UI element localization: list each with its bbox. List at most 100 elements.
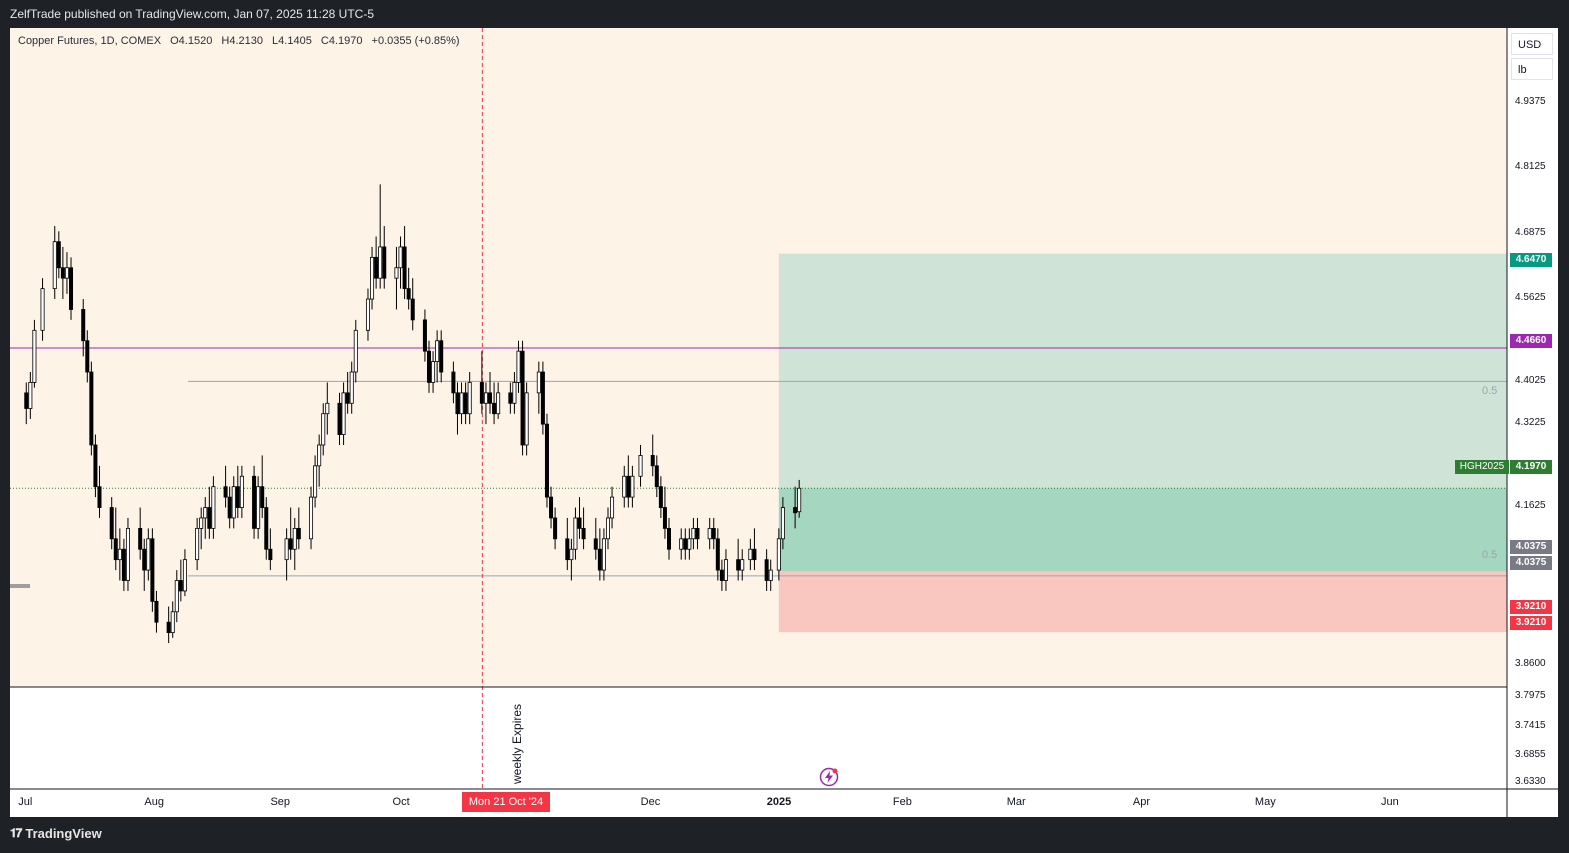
price-tick: 4.1625 — [1515, 500, 1546, 512]
candle-body-up — [365, 298, 370, 331]
candle — [365, 288, 370, 341]
candle — [337, 392, 342, 445]
candle-body-up — [256, 486, 261, 529]
footer-bar — [0, 817, 1569, 853]
candle-body-up — [768, 569, 773, 581]
candle — [544, 413, 549, 508]
candle — [227, 486, 232, 529]
time-tick: 2025 — [766, 796, 792, 808]
candle-body-up — [483, 392, 488, 404]
candle — [81, 299, 86, 357]
candle — [569, 538, 574, 581]
lightning-icon[interactable] — [819, 767, 839, 787]
candle-body-down — [439, 340, 444, 373]
candle — [231, 476, 236, 529]
candle — [235, 465, 240, 518]
candle — [150, 528, 155, 612]
tradingview-logo[interactable]: 𝟏𝟕 TradingView — [10, 826, 102, 841]
candle-body-down — [85, 340, 90, 373]
candle-body-down — [56, 241, 61, 269]
candle-body-up — [321, 413, 326, 446]
chart-canvas[interactable]: 0.5 0.5 — [10, 28, 1558, 817]
tradingview-mark-icon: 𝟏𝟕 — [10, 826, 22, 840]
time-tick: Apr — [1132, 796, 1150, 808]
candle — [223, 465, 228, 508]
time-tick: Aug — [144, 796, 164, 808]
candle-body-down — [422, 319, 427, 352]
candle-body-down — [207, 507, 212, 529]
candle-body-up — [605, 517, 610, 540]
candle-body-up — [40, 288, 45, 331]
target-price-tag: 4.6470 — [1510, 253, 1552, 267]
time-tick: Jun — [1381, 796, 1399, 808]
candle-body-down — [455, 392, 460, 415]
candle — [719, 559, 724, 591]
candle-body-up — [170, 611, 175, 634]
candle-body-up — [740, 559, 745, 571]
entry-price-tag-2: 4.0375 — [1510, 556, 1552, 570]
candle — [402, 226, 407, 300]
candle-body-down — [264, 507, 269, 550]
candle-body-up — [630, 475, 635, 498]
candle — [459, 382, 464, 425]
candle-body-down — [565, 538, 570, 561]
candle — [764, 549, 769, 591]
candle-body-up — [780, 507, 785, 540]
candle-body-down — [410, 298, 415, 321]
candle-body-up — [146, 538, 151, 571]
level-price-tag: 4.4660 — [1510, 334, 1552, 348]
candle — [662, 486, 667, 539]
candle-body-down — [488, 392, 493, 404]
candle — [317, 434, 322, 487]
candle-body-up — [195, 527, 200, 561]
candle-body-down — [260, 486, 265, 508]
price-tick: 4.4025 — [1515, 375, 1546, 387]
candle — [394, 246, 399, 310]
candle-body-down — [97, 486, 102, 508]
candle — [296, 507, 301, 550]
currency-button[interactable]: USD — [1511, 33, 1553, 55]
candle-body-down — [463, 392, 468, 415]
candle — [154, 590, 159, 633]
candle — [496, 382, 501, 419]
price-tick: 4.8125 — [1515, 161, 1546, 173]
candle — [622, 465, 627, 508]
candle — [292, 517, 297, 571]
weekly-expires-note: weekly Expires — [510, 703, 524, 784]
candle — [512, 372, 517, 414]
candle-body-down — [227, 496, 232, 519]
profit-zone-filled — [778, 488, 1507, 572]
time-tick: Dec — [640, 796, 661, 808]
stop-price-tag-2: 3.9210 — [1510, 616, 1552, 630]
candle — [667, 517, 672, 560]
candle-body-up — [52, 241, 57, 290]
candle — [121, 538, 126, 591]
candle — [451, 361, 456, 404]
candle-body-up — [679, 538, 684, 550]
candle-body-down — [81, 309, 86, 342]
candle-body-up — [776, 538, 781, 571]
unit-button[interactable]: lb — [1511, 58, 1553, 80]
candle — [752, 528, 757, 571]
candle — [748, 538, 753, 571]
candle-body-up — [231, 486, 236, 519]
candle — [780, 497, 785, 550]
candle — [203, 497, 208, 539]
legend-low: L4.1405 — [272, 35, 312, 47]
candle — [170, 601, 175, 638]
candle — [597, 528, 602, 581]
candle — [463, 382, 468, 425]
candle — [581, 507, 586, 550]
candle — [638, 444, 643, 487]
candle — [199, 507, 204, 550]
candle-body-down — [736, 559, 741, 571]
candle-body-up — [524, 392, 529, 446]
candle-body-down — [223, 486, 228, 498]
candle — [125, 517, 130, 591]
candle — [382, 226, 387, 289]
candle-body-up — [512, 382, 517, 404]
price-tick: 4.3225 — [1515, 416, 1546, 428]
candle-body-up — [117, 548, 122, 561]
candle — [492, 382, 497, 425]
time-tick: Mar — [1006, 796, 1026, 808]
